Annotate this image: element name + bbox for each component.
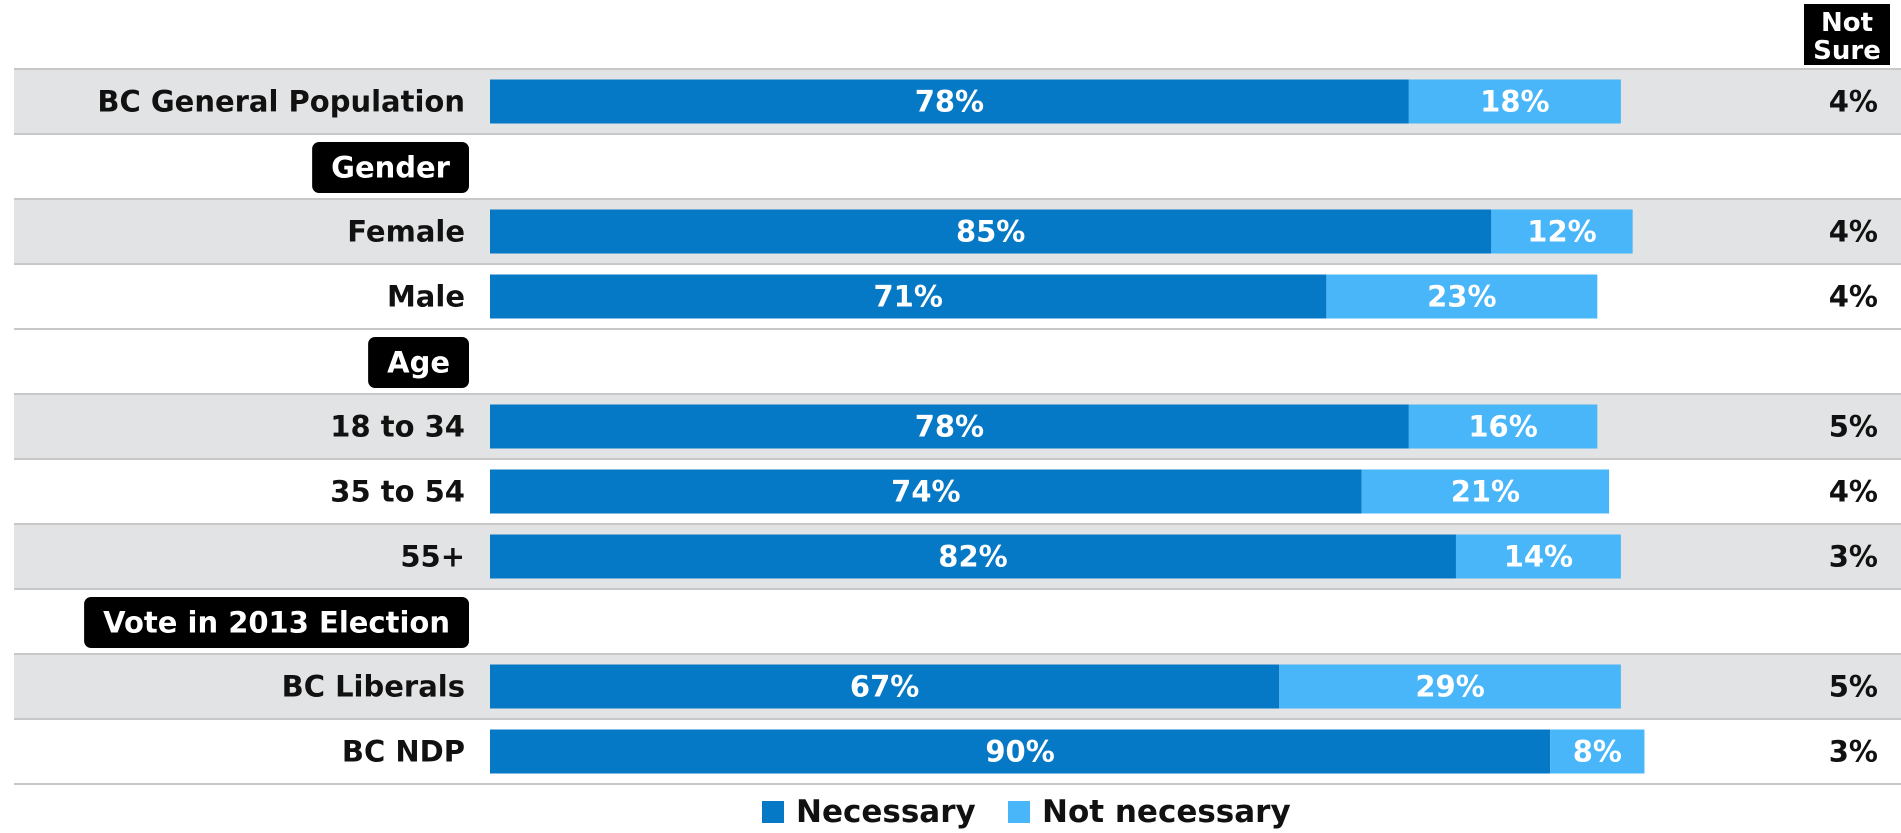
bar-not-necessary-label: 12% [1527,215,1596,249]
legend-item: Not necessary [1008,794,1291,830]
group-header-bg [312,142,469,193]
not-sure-value: 4% [1829,215,1878,249]
row-label: Female [347,215,465,249]
bar-necessary [490,664,1280,709]
not-sure-value: 5% [1829,670,1878,704]
legend: Necessary Not necessary [762,794,1291,830]
row-label: BC General Population [97,85,465,119]
legend-swatch [762,801,784,823]
group-header-label: Age [387,346,450,380]
bar-necessary-label: 74% [891,475,960,509]
group-header-label: Gender [331,151,451,185]
bar-necessary-label: 78% [915,85,984,119]
bar-not-necessary-label: 29% [1415,670,1484,704]
row-separators [14,68,1901,785]
not-sure-header-bg [1804,4,1890,65]
group-header-bg [84,597,469,648]
bar-not-necessary [1550,729,1645,774]
bar-not-necessary-label: 18% [1480,85,1549,119]
group-header-label: Vote in 2013 Election [103,606,450,640]
row-label: 35 to 54 [330,475,465,509]
row-label: 55+ [400,540,465,574]
legend-item: Necessary [762,794,976,830]
not-sure-value: 3% [1829,735,1878,769]
legend-label: Not necessary [1042,794,1291,830]
not-sure-value: 4% [1829,475,1878,509]
bar-not-necessary-label: 14% [1504,540,1573,574]
group-header-bg [368,337,469,388]
not-sure-value: 4% [1829,85,1878,119]
bar-not-necessary [1408,404,1598,449]
bar-necessary [490,209,1492,254]
bar-necessary [490,404,1409,449]
bar-not-necessary-label: 8% [1573,735,1622,769]
bar-not-necessary [1455,534,1621,579]
bar-necessary [490,729,1551,774]
bar-necessary-label: 85% [956,215,1025,249]
bar-not-necessary-label: 16% [1468,410,1537,444]
not-sure-value: 3% [1829,540,1878,574]
bar-necessary [490,469,1362,514]
bar-not-necessary [1361,469,1610,514]
row-label: BC NDP [342,735,465,769]
bar-necessary-label: 71% [873,280,942,314]
bar-necessary-label: 82% [938,540,1007,574]
bar-not-necessary [1326,274,1598,319]
not-sure-value: 4% [1829,280,1878,314]
bar-necessary [490,79,1409,124]
legend-label: Necessary [796,794,976,830]
bar-not-necessary-label: 23% [1427,280,1496,314]
bar-necessary-label: 67% [850,670,919,704]
bar-not-necessary-label: 21% [1451,475,1520,509]
labels: BC General Population 78% 18% Gender Female 8… [84,85,1622,769]
group-header: Vote in 2013 Election [84,597,469,648]
bar-necessary-label: 78% [915,410,984,444]
legend-swatch [1008,801,1030,823]
group-header: Gender [312,142,469,193]
bar-necessary-label: 90% [985,735,1054,769]
not-sure-value: 5% [1829,410,1878,444]
bar-necessary [490,274,1327,319]
bar-not-necessary [1408,79,1621,124]
row-label: BC Liberals [282,670,465,704]
row-label: 18 to 34 [330,410,465,444]
bar-not-necessary [1279,664,1621,709]
row-label: Male [387,280,465,314]
not-sure-header-line: Sure [1813,36,1881,66]
group-header: Age [368,337,469,388]
bar-necessary [490,534,1456,579]
not-sure-header-line: Not [1821,8,1873,38]
bars [490,79,1645,774]
bar-not-necessary [1491,209,1633,254]
